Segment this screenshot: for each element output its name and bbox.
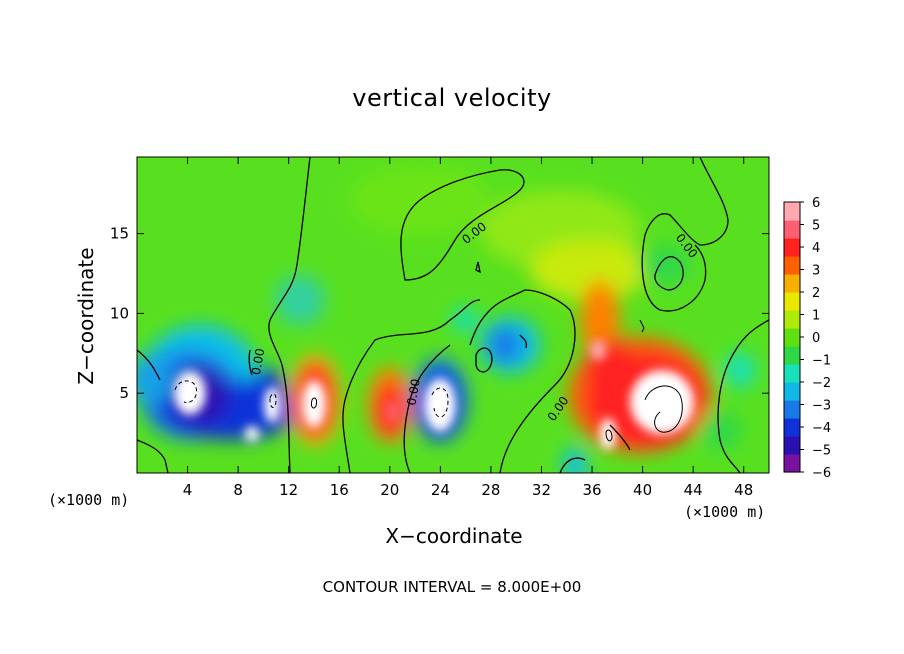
x-tick-label: 40 [633, 481, 652, 499]
colorbar-swatch [784, 454, 800, 473]
colorbar-label: 0 [812, 331, 820, 346]
y-axis: 5 10 15 [110, 225, 769, 402]
x-tick-label: 32 [532, 481, 551, 499]
colorbar-swatch [784, 220, 800, 239]
colorbar-label: 6 [812, 196, 820, 211]
y-tick-label: 10 [110, 304, 129, 322]
colorbar-swatch [784, 238, 800, 257]
colorbar-swatch [784, 436, 800, 455]
velocity-field: 0.00 0.00 0.00 0.00 0.00 [137, 157, 769, 473]
x-tick-label: 24 [431, 481, 450, 499]
contour-label: 0.00 [404, 378, 422, 407]
colorbar-swatch [784, 292, 800, 311]
colorbar-label: −2 [812, 376, 831, 391]
colorbar-label: −1 [812, 354, 831, 369]
colorbar-label: 2 [812, 286, 820, 301]
colorbar-label: 1 [812, 309, 820, 324]
colorbar-swatch [784, 382, 800, 401]
y-axis-label: Z−coordinate [74, 247, 98, 385]
x-tick-label: 16 [330, 481, 349, 499]
colorbar-label: −3 [812, 399, 831, 414]
colorbar-swatch [784, 256, 800, 275]
colorbar-swatch [784, 418, 800, 437]
x-unit-label-right: (×1000 m) [684, 503, 766, 521]
colorbar-swatch [784, 274, 800, 293]
x-axis-label: X−coordinate [385, 524, 523, 548]
contour-label: 0.00 [249, 347, 267, 376]
x-tick-label: 28 [481, 481, 500, 499]
colorbar-swatch [784, 346, 800, 365]
colorbar-swatch [784, 202, 800, 221]
x-tick-label: 20 [380, 481, 399, 499]
colorbar-swatch [784, 400, 800, 419]
x-tick-label: 36 [582, 481, 601, 499]
colorbar-label: −4 [812, 421, 831, 436]
x-unit-label-left: (×1000 m) [48, 491, 130, 509]
colorbar: 6 5 4 3 2 1 0 −1 −2 −3 −4 −5 −6 [783, 196, 831, 481]
colorbar-label: −6 [812, 466, 831, 481]
colorbar-label: 4 [812, 241, 820, 256]
x-axis: 4 8 12 16 20 24 28 32 36 40 44 48 [183, 157, 753, 499]
chart-title: vertical velocity [352, 84, 552, 112]
y-tick-label: 15 [110, 225, 129, 243]
colorbar-swatch [784, 364, 800, 383]
contour-interval-text: CONTOUR INTERVAL = 8.000E+00 [322, 578, 582, 596]
zero-contours [137, 157, 769, 473]
x-tick-label: 44 [684, 481, 703, 499]
x-tick-label: 12 [279, 481, 298, 499]
plot-frame [136, 156, 770, 474]
y-tick-label: 5 [119, 384, 129, 402]
x-tick-label: 4 [183, 481, 193, 499]
x-tick-label: 48 [734, 481, 753, 499]
colorbar-label: 3 [812, 264, 820, 279]
x-tick-label: 8 [233, 481, 243, 499]
colorbar-swatch [784, 328, 800, 347]
colorbar-label: 5 [812, 219, 820, 234]
colorbar-label: −5 [812, 444, 831, 459]
colorbar-swatch [784, 310, 800, 329]
